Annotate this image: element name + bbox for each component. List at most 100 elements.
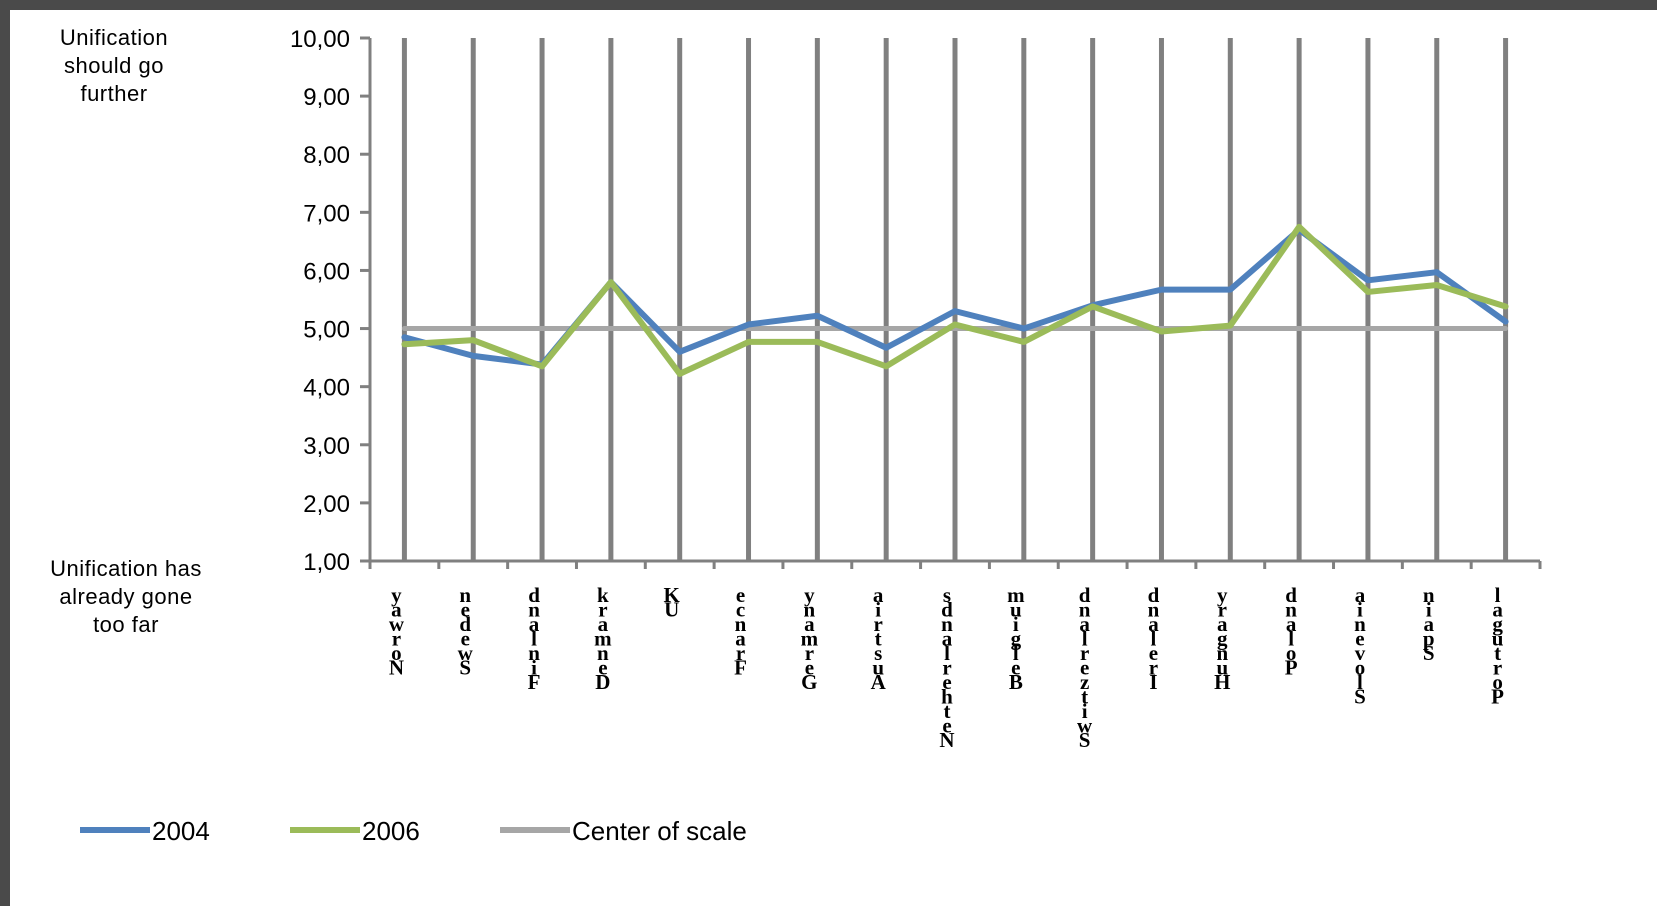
annotation-top-line: Unification (60, 25, 168, 50)
category-label-char: a (1492, 598, 1503, 622)
category-label-char: l (1013, 641, 1019, 665)
category-label-char: a (942, 627, 953, 651)
category-label-char: y (391, 583, 402, 607)
y-tick-label: 6,00 (303, 258, 350, 285)
category-label-char: u (1010, 598, 1022, 622)
y-tick-label: 3,00 (303, 433, 350, 460)
y-tick-label: 7,00 (303, 200, 350, 227)
category-label-char: s (943, 583, 951, 607)
category-label-char: P (1491, 685, 1504, 709)
category-label-char: a (598, 612, 609, 636)
category-label-char: e (942, 714, 951, 738)
category-label-char: n (941, 612, 953, 636)
category-label-char: i (531, 656, 537, 680)
category-label-char: a (391, 598, 402, 622)
category-label-char: n (1079, 598, 1091, 622)
category-label-char: H (1214, 670, 1230, 694)
category-label-char: l (1495, 583, 1501, 607)
category-label-char: d (528, 583, 540, 607)
annotation-bottom-line: Unification has (50, 556, 202, 581)
category-label-char: c (736, 598, 745, 622)
annotation-bottom-line: already gone (59, 584, 192, 609)
category-label-char: S (1423, 641, 1435, 665)
category-label-char: e (461, 598, 470, 622)
category-label-char: K (664, 583, 681, 607)
category-label-char: t (1494, 641, 1501, 665)
y-tick-label: 9,00 (303, 84, 350, 111)
category-label-char: d (941, 598, 953, 622)
category-label-char: m (594, 627, 612, 651)
category-label-char: n (1148, 598, 1160, 622)
category-label-char: a (735, 627, 746, 651)
category-label-char: u (872, 656, 884, 680)
category-label-char: r (805, 641, 814, 665)
category-label-char: r (1493, 656, 1502, 680)
category-label-char: P (1285, 656, 1298, 680)
annotation-top: Unification should go further (60, 25, 168, 106)
category-label-char: g (1492, 612, 1503, 636)
category-label-char: w (458, 641, 474, 665)
category-label-char: g (1217, 627, 1228, 651)
category-label-char: i (1357, 598, 1363, 622)
category-label-char: l (1357, 670, 1363, 694)
category-label-char: S (1354, 685, 1366, 709)
category-label-char: l (1082, 627, 1088, 651)
category-label-char: A (871, 670, 887, 694)
category-label-char: u (1492, 627, 1504, 651)
category-label-char: B (1009, 670, 1023, 694)
category-label-char: l (1151, 627, 1157, 651)
annotation-top-line: should go (64, 53, 164, 78)
y-tick-label: 4,00 (303, 375, 350, 402)
category-label-char: n (735, 612, 747, 636)
category-label-char: N (389, 656, 404, 680)
y-axis-ticks: 1,00 2,00 3,00 4,00 5,00 6,00 7,00 8,00 9,00 10,0… (290, 26, 370, 576)
category-label-char: n (528, 598, 540, 622)
category-label-char: S (459, 656, 471, 680)
category-label-char: i (1426, 598, 1432, 622)
chart-frame: Unification should go further Unification … (10, 10, 1657, 906)
y-tick-label: 5,00 (303, 317, 350, 344)
category-label-char: a (873, 583, 884, 607)
category-label-char: p (1423, 627, 1435, 651)
category-label-char: n (597, 641, 609, 665)
category-label-char: e (1011, 656, 1020, 680)
y-tick-label: 8,00 (303, 142, 350, 169)
category-label-char: i (1013, 612, 1019, 636)
axes (368, 38, 1542, 569)
legend-item: 2006 (290, 816, 420, 846)
category-label-char: z (1080, 670, 1089, 694)
category-label-char: i (875, 598, 881, 622)
category-label-char: e (942, 670, 951, 694)
category-label-char: a (1424, 612, 1435, 636)
category-label-char: o (1286, 641, 1297, 665)
category-label-char: y (1217, 583, 1228, 607)
category-label-char: d (1285, 583, 1297, 607)
category-label-char: t (875, 627, 882, 651)
category-label-char: i (1082, 699, 1088, 723)
category-label-char: d (1079, 583, 1091, 607)
category-label-char: a (1286, 612, 1297, 636)
category-label-char: D (595, 670, 610, 694)
y-tick-label: 2,00 (303, 491, 350, 518)
x-axis-category-labels: yawroNnedewSdnalniFkramneDKUecnarFynamre… (389, 583, 1504, 752)
category-label-char: l (1288, 627, 1294, 651)
category-label-char: r (1218, 598, 1227, 622)
category-label-char: d (1148, 583, 1160, 607)
category-label-char: m (801, 627, 819, 651)
category-label-char: o (1355, 656, 1366, 680)
category-label-char: d (459, 612, 471, 636)
category-label-char: F (528, 670, 541, 694)
category-label-char: u (1216, 656, 1228, 680)
